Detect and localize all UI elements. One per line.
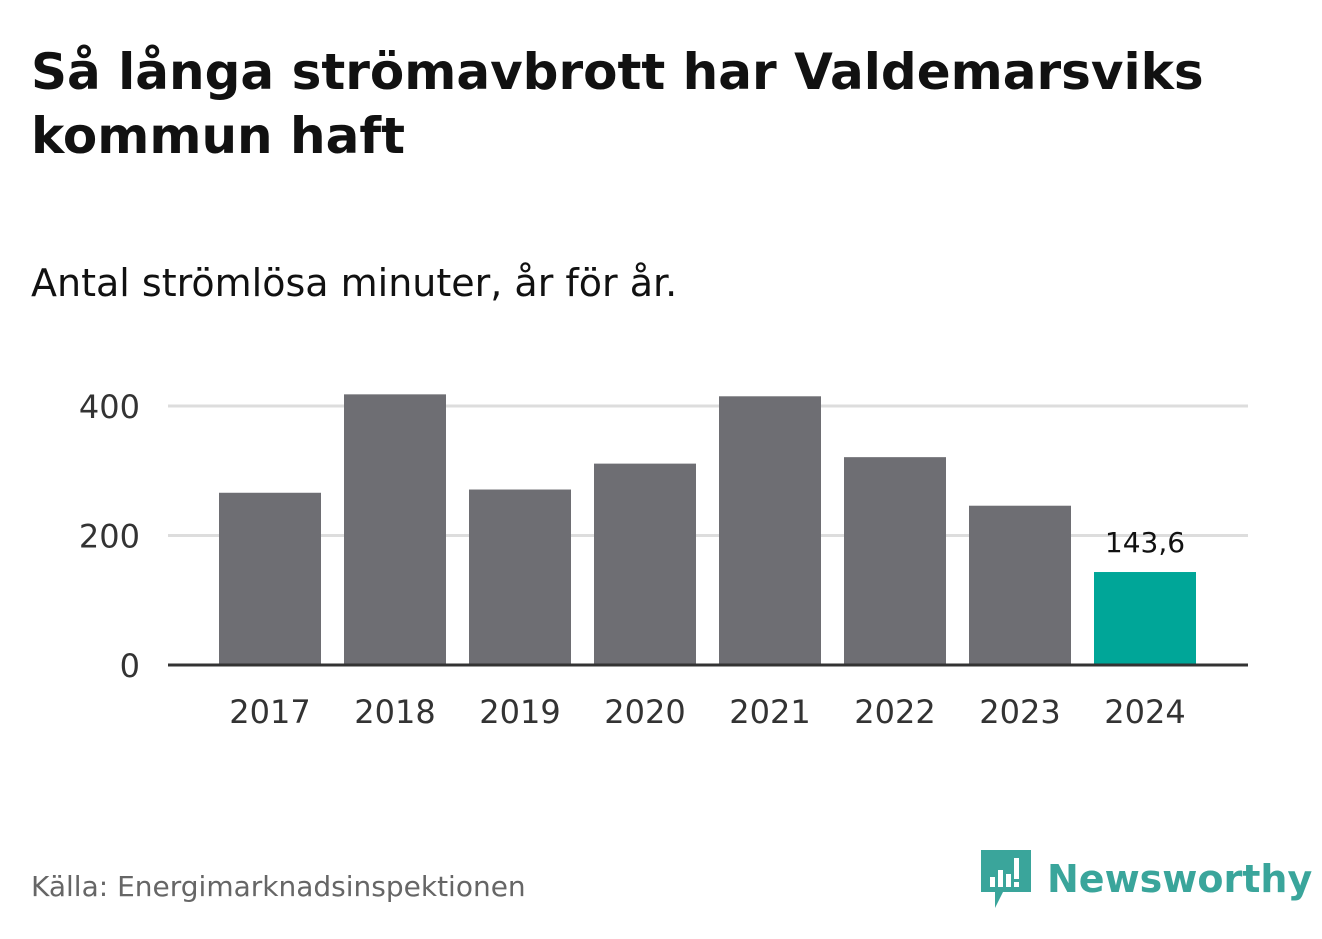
y-tick-label: 200 [79, 518, 140, 556]
y-tick-label: 400 [79, 388, 140, 426]
newsworthy-logo-icon [981, 850, 1031, 908]
bar-2023 [969, 505, 1071, 665]
chart-subtitle: Antal strömlösa minuter, år för år. [31, 261, 678, 305]
x-tick-label: 2024 [1104, 693, 1185, 731]
brand-name: Newsworthy [1047, 857, 1313, 901]
bars: 143,6 [219, 394, 1196, 665]
bar-2024 [1094, 572, 1196, 665]
bar-2018 [344, 394, 446, 665]
source-note: Källa: Energimarknadsinspektionen [31, 870, 526, 903]
bar-2020 [594, 463, 696, 665]
x-tick-label: 2018 [354, 693, 435, 731]
x-tick-label: 2020 [604, 693, 685, 731]
bar-2019 [469, 489, 571, 665]
data-label: 143,6 [1105, 526, 1185, 559]
bar-2017 [219, 492, 321, 665]
x-tick-label: 2021 [729, 693, 810, 731]
x-tick-label: 2017 [229, 693, 310, 731]
x-tick-label: 2023 [979, 693, 1060, 731]
brand-logo: Newsworthy [981, 850, 1312, 908]
x-tick-label: 2022 [854, 693, 935, 731]
grid-lines [168, 404, 1248, 537]
x-tick-label: 2019 [479, 693, 560, 731]
axes: 0 200 400 2017 2018 2019 2020 2021 2022 2023 2024 [79, 388, 1248, 731]
bar-2022 [844, 457, 946, 665]
y-tick-label: 0 [120, 647, 140, 685]
bar-2021 [719, 396, 821, 665]
chart-title: Så långa strömavbrott har Valdemarsviks … [31, 43, 1204, 165]
